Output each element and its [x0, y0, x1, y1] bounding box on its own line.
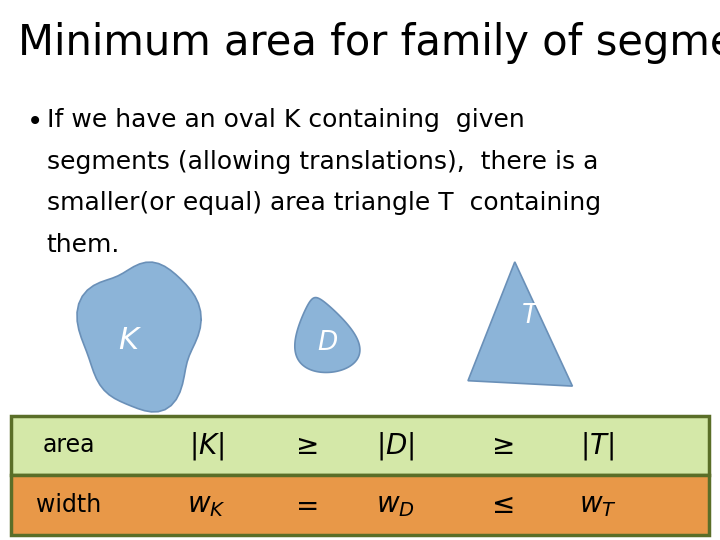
Text: $|D|$: $|D|$ [376, 429, 414, 462]
Text: $\geq$: $\geq$ [486, 431, 513, 460]
Text: Minimum area for family of segments: Minimum area for family of segments [18, 22, 720, 64]
Text: them.: them. [47, 233, 120, 256]
Text: $w_K$: $w_K$ [187, 491, 226, 519]
Text: $|T|$: $|T|$ [580, 429, 614, 462]
Text: $\mathit{K}$: $\mathit{K}$ [117, 325, 142, 356]
Text: $\mathit{T}$: $\mathit{T}$ [521, 303, 541, 328]
Text: $|K|$: $|K|$ [189, 429, 224, 462]
Text: area: area [42, 434, 94, 457]
Text: $\leq$: $\leq$ [486, 491, 513, 519]
Bar [11, 416, 709, 475]
Text: width: width [36, 493, 101, 517]
Text: $=$: $=$ [290, 491, 318, 519]
Text: $\mathit{D}$: $\mathit{D}$ [317, 330, 338, 355]
Polygon shape [77, 262, 201, 412]
Text: $\geq$: $\geq$ [290, 431, 318, 460]
Bar [11, 475, 709, 535]
Text: segments (allowing translations),  there is a: segments (allowing translations), there … [47, 150, 598, 173]
Polygon shape [294, 298, 360, 373]
Polygon shape [468, 262, 572, 386]
Text: •: • [27, 108, 44, 136]
Text: $w_D$: $w_D$ [376, 491, 414, 519]
Text: $w_T$: $w_T$ [579, 491, 616, 519]
Text: If we have an oval K containing  given: If we have an oval K containing given [47, 108, 525, 132]
Text: smaller(or equal) area triangle T  containing: smaller(or equal) area triangle T contai… [47, 191, 601, 215]
